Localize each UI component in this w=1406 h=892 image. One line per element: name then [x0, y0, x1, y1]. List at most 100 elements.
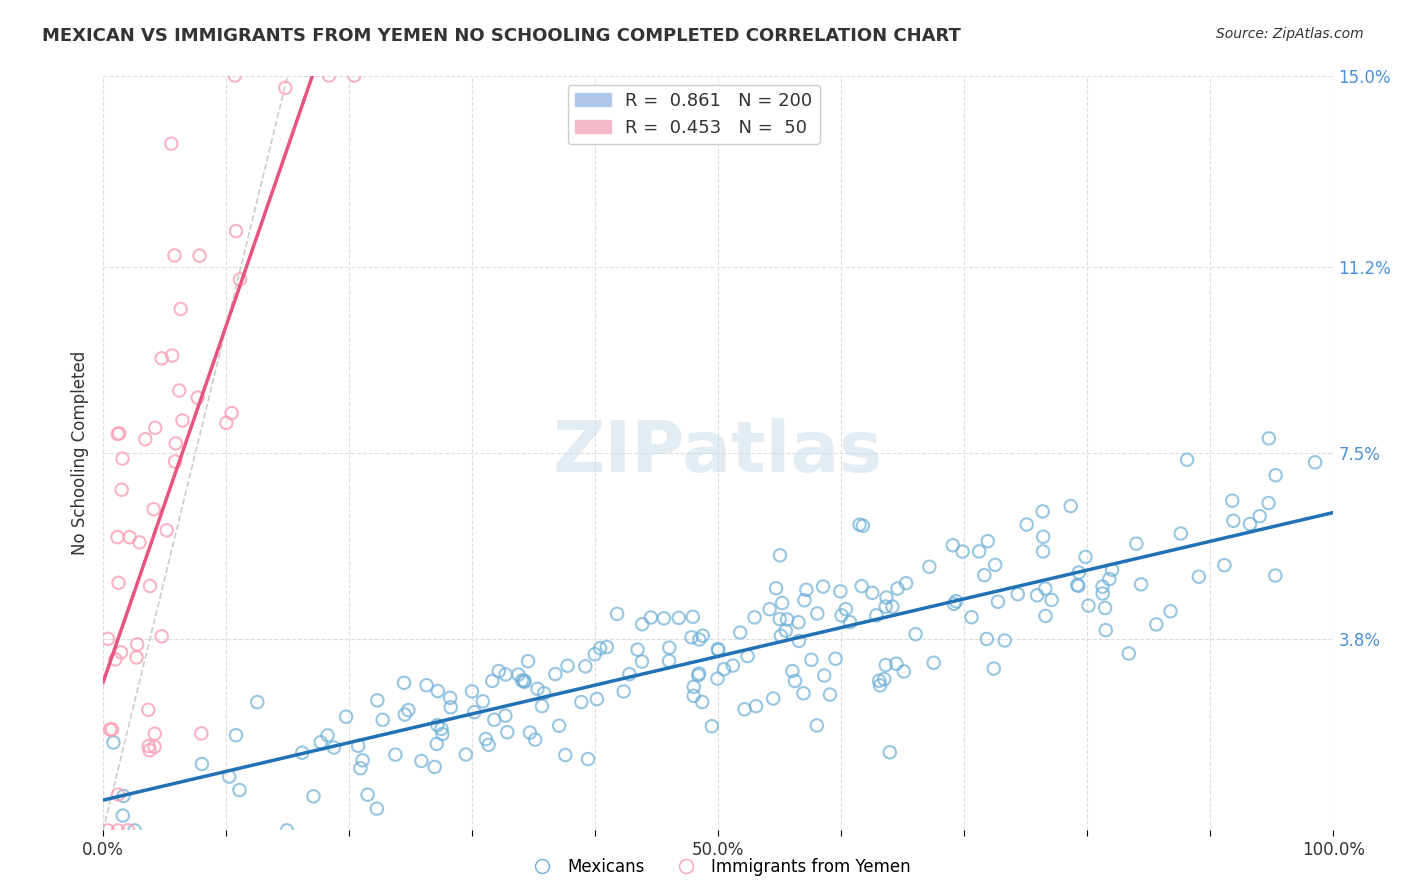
Point: [143, 421, 166, 435]
Point: [188, 249, 211, 263]
Point: [769, 629, 792, 643]
Point: [1159, 604, 1181, 618]
Point: [984, 558, 1007, 572]
Point: [1101, 563, 1123, 577]
Y-axis label: No Schooling Completed: No Schooling Completed: [72, 351, 89, 555]
Point: [143, 727, 166, 741]
Point: [668, 611, 690, 625]
Point: [302, 789, 325, 804]
Point: [138, 743, 160, 757]
Point: [533, 686, 555, 700]
Point: [794, 582, 817, 597]
Point: [510, 673, 533, 688]
Point: [475, 732, 498, 747]
Point: [494, 708, 516, 723]
Point: [107, 530, 129, 544]
Point: [918, 559, 941, 574]
Point: [690, 695, 713, 709]
Point: [658, 640, 681, 655]
Point: [806, 607, 828, 621]
Point: [818, 688, 841, 702]
Point: [112, 789, 135, 803]
Point: [117, 823, 139, 838]
Point: [1032, 544, 1054, 558]
Point: [682, 680, 704, 694]
Point: [1264, 468, 1286, 483]
Point: [484, 713, 506, 727]
Point: [461, 684, 484, 698]
Point: [125, 650, 148, 665]
Point: [681, 630, 703, 644]
Point: [682, 610, 704, 624]
Point: [530, 699, 553, 714]
Point: [574, 659, 596, 673]
Point: [706, 672, 728, 686]
Point: [658, 654, 681, 668]
Point: [276, 823, 298, 838]
Legend: Mexicans, Immigrants from Yemen: Mexicans, Immigrants from Yemen: [519, 851, 918, 882]
Point: [432, 727, 454, 741]
Point: [440, 700, 463, 714]
Point: [994, 633, 1017, 648]
Point: [775, 624, 797, 638]
Point: [1033, 582, 1056, 596]
Point: [728, 625, 751, 640]
Point: [548, 719, 571, 733]
Point: [246, 695, 269, 709]
Point: [1035, 608, 1057, 623]
Point: [118, 530, 141, 544]
Point: [554, 747, 576, 762]
Point: [274, 80, 297, 95]
Point: [787, 633, 810, 648]
Point: [316, 728, 339, 742]
Point: [426, 718, 449, 732]
Point: [143, 739, 166, 754]
Point: [769, 612, 792, 626]
Point: [356, 788, 378, 802]
Point: [1015, 517, 1038, 532]
Point: [488, 664, 510, 678]
Point: [134, 432, 156, 446]
Point: [104, 652, 127, 666]
Point: [619, 667, 641, 681]
Point: [1118, 647, 1140, 661]
Point: [139, 579, 162, 593]
Point: [758, 602, 780, 616]
Text: Source: ZipAtlas.com: Source: ZipAtlas.com: [1216, 27, 1364, 41]
Point: [517, 654, 540, 668]
Point: [688, 666, 710, 681]
Point: [787, 615, 810, 630]
Point: [783, 673, 806, 688]
Point: [813, 668, 835, 682]
Point: [848, 517, 870, 532]
Point: [652, 611, 675, 625]
Point: [138, 739, 160, 753]
Point: [107, 575, 129, 590]
Point: [1060, 499, 1083, 513]
Point: [218, 770, 240, 784]
Point: [831, 608, 853, 623]
Point: [1264, 568, 1286, 582]
Point: [97, 632, 120, 646]
Point: [745, 699, 768, 714]
Point: [98, 723, 121, 737]
Point: [111, 483, 134, 497]
Point: [973, 568, 995, 582]
Point: [142, 502, 165, 516]
Point: [1067, 579, 1090, 593]
Point: [111, 808, 134, 822]
Point: [967, 544, 990, 558]
Point: [744, 610, 766, 624]
Point: [1007, 587, 1029, 601]
Point: [875, 599, 897, 614]
Point: [793, 593, 815, 607]
Point: [423, 760, 446, 774]
Point: [977, 534, 1000, 549]
Point: [860, 586, 883, 600]
Point: [922, 656, 945, 670]
Point: [589, 641, 612, 656]
Point: [852, 518, 875, 533]
Point: [322, 740, 344, 755]
Point: [1091, 586, 1114, 600]
Point: [463, 705, 485, 719]
